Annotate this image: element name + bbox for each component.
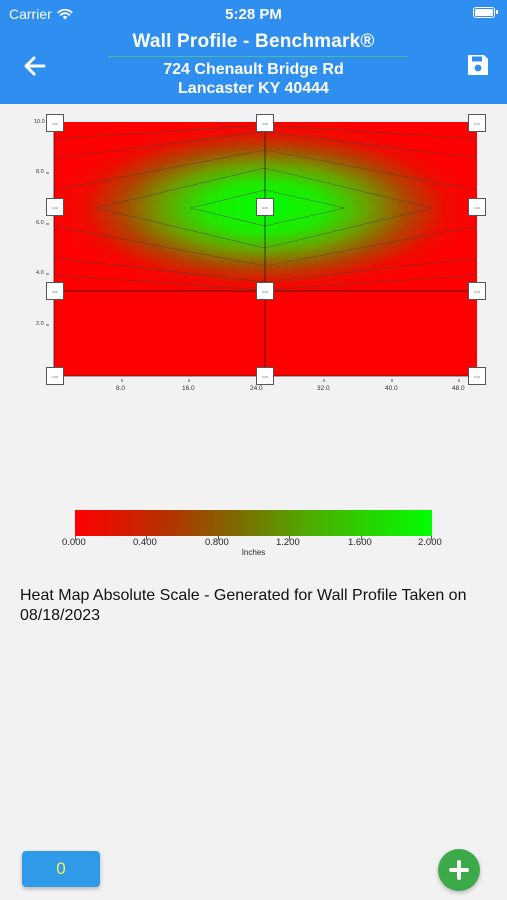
page-title: Wall Profile - Benchmark® — [132, 31, 375, 52]
x-tick-label: 8.0 — [116, 385, 126, 392]
legend-label: 0.400 — [133, 537, 157, 548]
legend-label: 0.800 — [205, 537, 229, 548]
legend-tick — [431, 536, 432, 540]
sensor-point[interactable]: 0.00 — [256, 282, 274, 300]
legend-tick — [218, 536, 219, 540]
add-button[interactable] — [438, 849, 480, 891]
x-tick-label: 32.0 — [317, 385, 330, 392]
save-button[interactable] — [466, 53, 490, 77]
sensor-point[interactable]: 0.00 — [256, 198, 274, 216]
sensor-point[interactable]: 0.00 — [256, 114, 274, 132]
arrow-left-icon — [24, 56, 46, 76]
heatmap-plot — [46, 122, 478, 382]
status-time: 5:28 PM — [225, 6, 282, 23]
x-tick-label: 24.0 — [250, 385, 263, 392]
legend-tick — [361, 536, 362, 540]
heatmap-caption: Heat Map Absolute Scale - Generated for … — [20, 587, 467, 624]
carrier-indicator: Carrier — [9, 6, 73, 22]
x-axis-ticks — [121, 379, 460, 382]
title-divider — [108, 56, 408, 57]
color-scale-bar — [75, 510, 432, 536]
y-tick-label: 6.0 — [36, 220, 44, 226]
sensor-point[interactable]: 0.00 — [46, 282, 64, 300]
count-button[interactable]: 0 — [22, 851, 100, 887]
y-tick-label: 4.0 — [36, 270, 44, 276]
legend-tick — [146, 536, 147, 540]
x-tick-label: 16.0 — [182, 385, 195, 392]
legend-label: 1.600 — [348, 537, 372, 548]
sensor-point[interactable]: 0.00 — [46, 114, 64, 132]
legend-label: 0.000 — [62, 537, 86, 548]
sensor-point[interactable]: 0.00 — [46, 367, 64, 385]
sensor-point[interactable]: 0.00 — [46, 198, 64, 216]
sensor-point[interactable]: 0.00 — [256, 367, 274, 385]
sensor-point[interactable]: 0.00 — [468, 367, 486, 385]
sensor-point[interactable]: 0.00 — [468, 198, 486, 216]
legend-tick — [75, 536, 76, 540]
y-tick-label: 2.0 — [36, 321, 44, 327]
sensor-point[interactable]: 0.00 — [468, 114, 486, 132]
battery-icon — [473, 7, 498, 18]
back-button[interactable] — [22, 53, 48, 79]
carrier-label: Carrier — [9, 6, 52, 22]
x-tick-label: 48.0 — [452, 385, 465, 392]
status-bar: Carrier 5:28 PM — [0, 0, 507, 30]
legend-tick — [289, 536, 290, 540]
app-header: Carrier 5:28 PM Wall Profile - Benchmark… — [0, 0, 507, 104]
x-tick-label: 40.0 — [385, 385, 398, 392]
sensor-point[interactable]: 0.00 — [468, 282, 486, 300]
floppy-disk-icon — [468, 55, 488, 75]
legend-label: 2.000 — [418, 537, 442, 548]
legend-label: 1.200 — [276, 537, 300, 548]
color-scale-legend: 0.000 0.400 0.800 1.200 1.600 2.000 Inch… — [0, 505, 507, 565]
wifi-icon — [57, 8, 73, 20]
legend-unit-label: Inches — [241, 548, 266, 557]
address-line-1: 724 Chenault Bridge Rd — [163, 61, 344, 78]
y-tick-label: 10.0 — [34, 119, 45, 125]
y-tick-label: 8.0 — [36, 169, 44, 175]
address-line-2: Lancaster KY 40444 — [178, 80, 329, 97]
